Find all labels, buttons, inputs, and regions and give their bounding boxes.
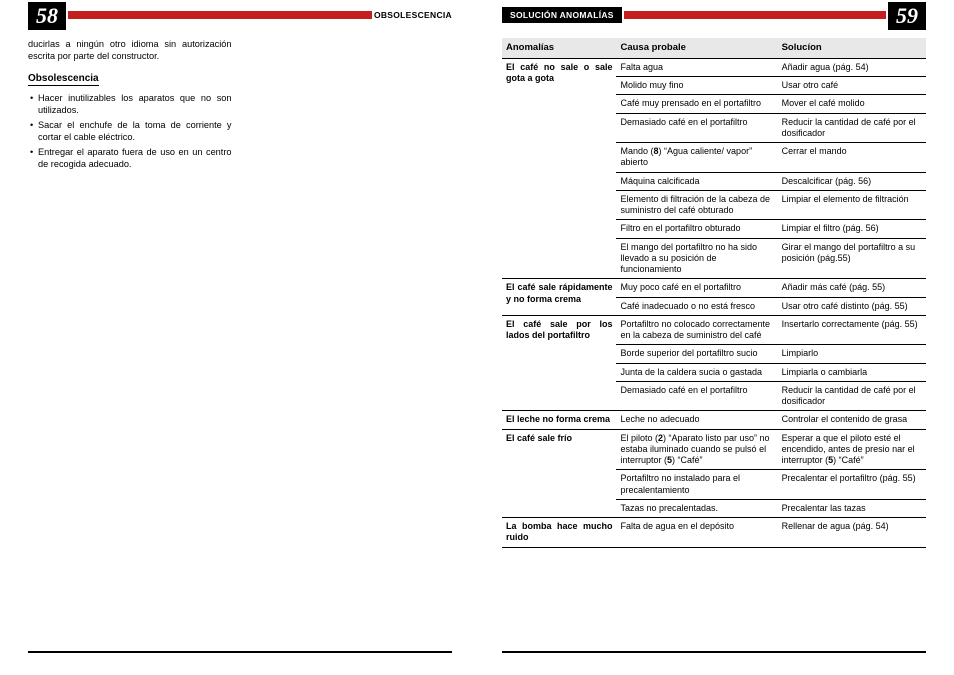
solution-cell: Limpiar el filtro (pág. 56) [778,220,926,238]
anomaly-cell: El café sale rápidamente y no forma crem… [502,279,616,316]
anomaly-cell: La bomba hace mucho ruido [502,518,616,548]
cause-cell: Portafiltro no instalado para el precale… [616,470,777,500]
cause-cell: Demasiado café en el portafiltro [616,381,777,411]
table-row: El café no sale o sale gota a gotaFalta … [502,58,926,76]
section-tag-obsolescencia: OBSOLESCENCIA [374,7,452,23]
cause-cell: Leche no adecuado [616,411,777,429]
page-59: SOLUCIÓN ANOMALÍAS 59 Anomalías Causa pr… [482,0,954,675]
red-bar-left [68,11,372,19]
solution-cell: Cerrar el mando [778,143,926,173]
table-row: El café sale fríoEl piloto (2) “Aparato … [502,429,926,470]
table-row: El leche no forma cremaLeche no adecuado… [502,411,926,429]
anomaly-cell: El café no sale o sale gota a gota [502,58,616,279]
cause-cell: El piloto (2) “Aparato listo par uso” no… [616,429,777,470]
page-number-59: 59 [888,2,926,30]
page-number-58: 58 [28,2,66,30]
solution-cell: Reducir la cantidad de café por el dosif… [778,113,926,143]
anomaly-cell: El café sale frío [502,429,616,518]
solution-cell: Limpiarlo [778,345,926,363]
cause-cell: Portafiltro no colocado correctamente en… [616,315,777,345]
cause-cell: Máquina calcificada [616,172,777,190]
cause-cell: Demasiado café en el portafiltro [616,113,777,143]
solution-cell: Usar otro café [778,77,926,95]
th-anomalias: Anomalías [502,38,616,58]
solution-cell: Descalcificar (pág. 56) [778,172,926,190]
cause-cell: Filtro en el portafiltro obturado [616,220,777,238]
cause-cell: Mando (8) “Agua caliente/ vapor” abierto [616,143,777,173]
solution-cell: Esperar a que el piloto esté el encendid… [778,429,926,470]
list-item: Sacar el enchufe de la toma de corriente… [30,119,232,144]
cause-cell: Borde superior del portafiltro sucio [616,345,777,363]
solution-cell: Insertarlo correctamente (pág. 55) [778,315,926,345]
solution-cell: Limpiar el elemento de filtración [778,190,926,220]
anomaly-cell: El café sale por los lados del portafilt… [502,315,616,411]
solution-cell: Girar el mango del portafiltro a su posi… [778,238,926,279]
cause-cell: Tazas no precalentadas. [616,499,777,517]
cause-cell: Falta de agua en el depósito [616,518,777,548]
table-row: El café sale por los lados del portafilt… [502,315,926,345]
anomaly-cell: El leche no forma crema [502,411,616,429]
cause-cell: Junta de la caldera sucia o gastada [616,363,777,381]
solution-cell: Precalentar el portafiltro (pág. 55) [778,470,926,500]
obsolescence-list: Hacer inutilizables los aparatos que no … [28,92,232,171]
solution-cell: Usar otro café distinto (pág. 55) [778,297,926,315]
solution-cell: Precalentar las tazas [778,499,926,517]
th-causa: Causa probale [616,38,777,58]
section-tag-solucion: SOLUCIÓN ANOMALÍAS [502,7,622,23]
header-right: SOLUCIÓN ANOMALÍAS 59 [502,0,926,30]
cause-cell: Elemento di filtración de la cabeza de s… [616,190,777,220]
solution-cell: Controlar el contenido de grasa [778,411,926,429]
footer-divider-right [502,651,926,653]
page-58: 58 OBSOLESCENCIA ducirlas a ningún otro … [0,0,482,675]
cause-cell: El mango del portafiltro no ha sido llev… [616,238,777,279]
cause-cell: Molido muy fino [616,77,777,95]
cause-cell: Café inadecuado o no está fresco [616,297,777,315]
cause-cell: Falta agua [616,58,777,76]
th-solucion: Solucíon [778,38,926,58]
cause-cell: Muy poco café en el portafiltro [616,279,777,297]
solution-cell: Mover el café molido [778,95,926,113]
red-bar-right [624,11,886,19]
table-row: El café sale rápidamente y no forma crem… [502,279,926,297]
intro-tail-text: ducirlas a ningún otro idioma sin autori… [28,38,232,63]
troubleshooting-table: Anomalías Causa probale Solucíon El café… [502,38,926,548]
header-left: 58 OBSOLESCENCIA [28,0,452,30]
table-row: La bomba hace mucho ruidoFalta de agua e… [502,518,926,548]
subhead-obsolescencia: Obsolescencia [28,73,99,86]
footer-divider-left [28,651,452,653]
solution-cell: Reducir la cantidad de café por el dosif… [778,381,926,411]
solution-cell: Rellenar de agua (pág. 54) [778,518,926,548]
cause-cell: Café muy prensado en el portafiltro [616,95,777,113]
solution-cell: Limpiarla o cambiarla [778,363,926,381]
solution-cell: Añadir agua (pág. 54) [778,58,926,76]
solution-cell: Añadir más café (pág. 55) [778,279,926,297]
list-item: Entregar el aparato fuera de uso en un c… [30,146,232,171]
list-item: Hacer inutilizables los aparatos que no … [30,92,232,117]
